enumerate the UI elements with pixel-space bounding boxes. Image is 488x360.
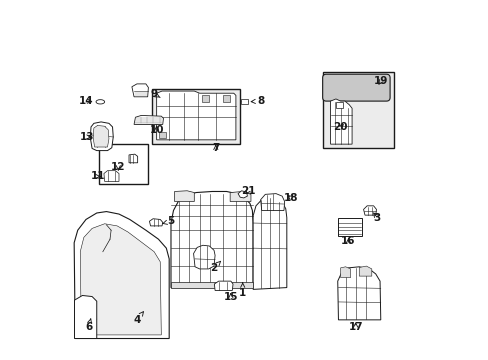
Text: 19: 19 [373, 76, 387, 86]
Polygon shape [174, 191, 194, 202]
Polygon shape [171, 192, 253, 288]
Text: 5: 5 [162, 216, 174, 226]
Polygon shape [149, 219, 163, 226]
Polygon shape [230, 192, 250, 202]
Polygon shape [193, 245, 215, 269]
Polygon shape [238, 191, 247, 198]
Text: 9: 9 [150, 89, 160, 99]
Polygon shape [74, 212, 169, 338]
Polygon shape [337, 267, 380, 320]
Text: 12: 12 [111, 162, 125, 172]
Text: 11: 11 [91, 171, 105, 181]
Text: 6: 6 [85, 319, 92, 332]
Polygon shape [253, 197, 286, 289]
Polygon shape [340, 267, 350, 278]
Polygon shape [223, 95, 230, 102]
Polygon shape [74, 296, 97, 338]
Polygon shape [330, 99, 351, 144]
Bar [241, 99, 247, 104]
Bar [322, 72, 393, 148]
Text: 17: 17 [347, 322, 362, 332]
Polygon shape [260, 194, 284, 211]
Polygon shape [90, 122, 113, 150]
Polygon shape [214, 281, 233, 291]
Bar [152, 89, 239, 144]
Text: 3: 3 [373, 213, 380, 222]
Text: 13: 13 [79, 132, 94, 142]
Bar [336, 102, 342, 108]
Text: 15: 15 [223, 292, 238, 302]
Polygon shape [104, 171, 119, 181]
Polygon shape [134, 116, 163, 125]
Ellipse shape [96, 100, 104, 104]
Polygon shape [129, 154, 137, 163]
Text: 8: 8 [251, 96, 264, 106]
Bar [337, 219, 362, 235]
Polygon shape [171, 282, 253, 288]
Text: 16: 16 [341, 236, 355, 246]
Text: 21: 21 [241, 186, 255, 196]
Text: 1: 1 [239, 283, 246, 298]
Text: 14: 14 [79, 96, 93, 106]
Text: 18: 18 [284, 193, 298, 203]
Text: 2: 2 [210, 261, 220, 273]
Polygon shape [359, 266, 371, 276]
Text: 4: 4 [133, 312, 143, 325]
Polygon shape [363, 206, 376, 215]
Text: 7: 7 [212, 143, 219, 153]
Polygon shape [80, 224, 161, 335]
Polygon shape [202, 95, 208, 102]
Polygon shape [159, 132, 166, 138]
Text: 10: 10 [149, 125, 163, 135]
Polygon shape [156, 91, 235, 140]
Bar [99, 144, 147, 184]
Text: 20: 20 [333, 122, 347, 132]
FancyBboxPatch shape [322, 74, 389, 101]
Polygon shape [93, 126, 109, 147]
Polygon shape [132, 84, 148, 97]
